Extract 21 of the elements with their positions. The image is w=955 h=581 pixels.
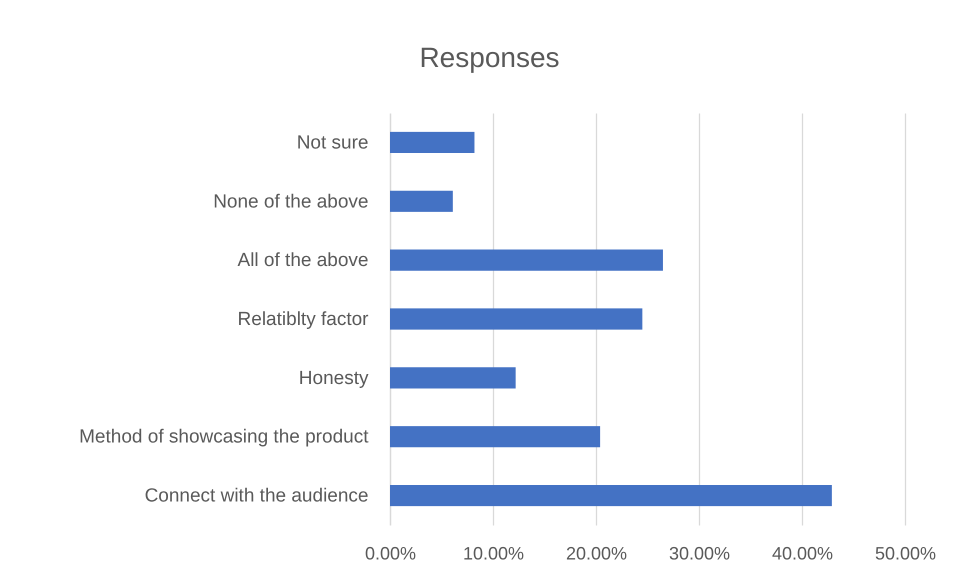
bar [390, 132, 474, 154]
y-tick-label: Connect with the audience [144, 486, 368, 507]
x-tick-label: 50.00% [874, 544, 936, 564]
x-tick-label: 30.00% [668, 544, 730, 564]
y-tick-label: Relatiblty factor [238, 309, 370, 330]
y-tick-label: Method of showcasing the product [79, 426, 370, 448]
x-tick-label: 10.00% [462, 544, 524, 564]
bar [390, 250, 663, 271]
y-tick-label: All of the above [238, 250, 368, 272]
x-tick-label: 40.00% [772, 544, 834, 564]
bar [390, 308, 642, 330]
x-tick-label: 0.00% [364, 544, 416, 564]
bar [390, 367, 516, 388]
bar [390, 426, 600, 448]
chart-title: Responses [419, 42, 560, 73]
y-tick-label: Honesty [298, 368, 369, 389]
bar [390, 484, 832, 506]
bar [390, 190, 453, 212]
y-tick-label: None of the above [213, 191, 368, 212]
y-tick-label: Not sure [296, 132, 368, 154]
x-tick-label: 20.00% [566, 544, 628, 564]
